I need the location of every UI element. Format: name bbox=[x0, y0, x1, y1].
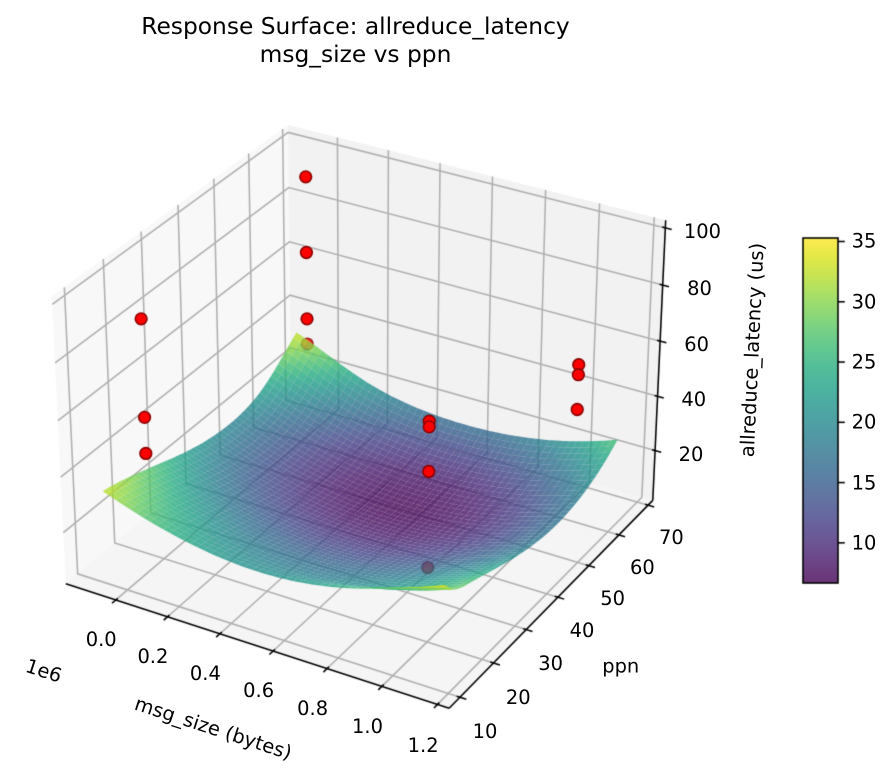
chart-title: Response Surface: allreduce_latency msg_… bbox=[141, 12, 570, 69]
